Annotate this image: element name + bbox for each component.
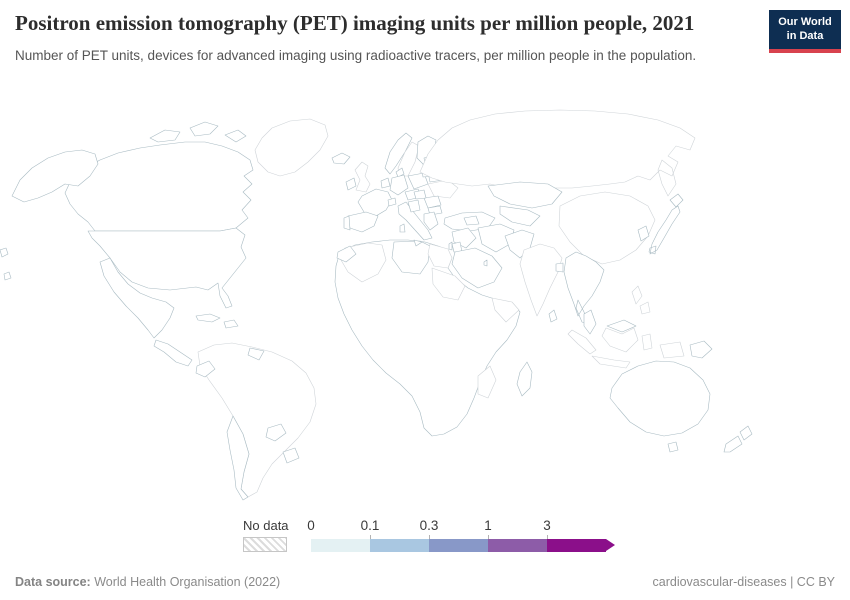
country-russia[interactable] (419, 109, 696, 197)
country-malaysia-borneo[interactable] (606, 319, 637, 333)
country-greece[interactable] (423, 211, 439, 231)
owid-logo[interactable]: Our World in Data (769, 10, 841, 53)
country-germany[interactable] (389, 174, 409, 196)
data-source: Data source: World Health Organisation (… (15, 575, 280, 589)
country-malaysia[interactable] (583, 309, 597, 335)
country-indonesia[interactable] (567, 327, 685, 369)
world-map (0, 105, 850, 505)
country-new-zealand[interactable] (723, 425, 753, 453)
country-papua-new-guinea[interactable] (689, 340, 713, 359)
country-cuba[interactable] (195, 313, 221, 323)
country-canada[interactable] (64, 121, 254, 232)
country-portugal[interactable] (343, 215, 351, 231)
legend-no-data-swatch (243, 537, 287, 552)
country-kazakhstan[interactable] (487, 181, 563, 209)
country-philippines[interactable] (631, 285, 651, 315)
data-source-label: Data source: (15, 575, 91, 589)
country-israel[interactable] (448, 241, 453, 251)
country-chile[interactable] (226, 415, 250, 501)
country-qatar[interactable] (483, 259, 488, 267)
country-hungary-slovakia[interactable] (413, 189, 427, 200)
country-united-kingdom[interactable] (354, 161, 371, 193)
legend-bin-4[interactable] (547, 539, 606, 552)
country-morocco[interactable] (336, 245, 357, 263)
country-central-america[interactable] (153, 339, 193, 367)
legend-tick-label-1: 0.1 (360, 518, 380, 533)
country-paraguay[interactable] (265, 423, 287, 442)
country-alaska[interactable] (0, 149, 99, 258)
country-china-mongolia[interactable] (558, 191, 656, 265)
country-iceland[interactable] (331, 152, 351, 165)
country-guyana[interactable] (247, 347, 265, 361)
country-arabian-peninsula[interactable] (451, 247, 503, 289)
country-madagascar[interactable] (516, 361, 533, 397)
legend-bin-2[interactable] (429, 539, 488, 552)
country-united-states[interactable] (87, 227, 247, 309)
legend-bin-3[interactable] (488, 539, 547, 552)
country-japan[interactable] (648, 193, 684, 255)
country-spain[interactable] (347, 211, 379, 233)
legend-tick-label-2: 0.3 (419, 518, 439, 533)
country-western-balkans[interactable] (407, 199, 421, 213)
legend-color-bar (311, 539, 615, 552)
choropleth-svg (0, 109, 753, 501)
chart-subtitle: Number of PET units, devices for advance… (15, 47, 697, 63)
country-switzerland[interactable] (387, 197, 397, 207)
chart-title: Positron emission tomography (PET) imagi… (15, 11, 695, 35)
country-sri-lanka[interactable] (548, 309, 558, 323)
country-denmark[interactable] (395, 167, 405, 178)
chart-header: Positron emission tomography (PET) imagi… (15, 10, 705, 65)
legend-labels: 0 0.1 0.3 1 3 (307, 518, 607, 535)
legend-no-data-label: No data (243, 518, 289, 533)
country-mexico[interactable] (99, 257, 175, 339)
legend-bin-1[interactable] (370, 539, 429, 552)
country-ireland[interactable] (345, 177, 357, 191)
legend-tick-label-0: 0 (307, 518, 315, 533)
country-benelux[interactable] (380, 177, 391, 189)
country-azerbaijan[interactable] (463, 215, 480, 226)
country-italy[interactable] (397, 201, 433, 247)
country-hispaniola[interactable] (223, 319, 239, 329)
country-mainland-southeast-asia[interactable] (563, 251, 605, 325)
country-australia[interactable] (609, 360, 711, 453)
country-south-america[interactable] (197, 342, 317, 498)
country-greenland[interactable] (254, 118, 329, 177)
country-jordan[interactable] (451, 241, 463, 253)
legend-bin-0[interactable] (311, 539, 370, 552)
country-south-korea[interactable] (637, 225, 650, 242)
legend-no-data[interactable]: No data (243, 518, 289, 552)
country-mozambique[interactable] (477, 365, 497, 399)
country-hawaii[interactable] (3, 271, 12, 281)
legend-arrow-tip (606, 539, 615, 551)
country-sudan[interactable] (431, 267, 466, 301)
owid-logo-line1: Our World (778, 16, 832, 28)
legend-tick-label-4: 3 (543, 518, 551, 533)
country-ecuador[interactable] (195, 360, 216, 378)
country-uruguay[interactable] (282, 447, 300, 464)
data-source-text: World Health Organisation (2022) (90, 575, 281, 589)
legend-tick-label-3: 1 (484, 518, 492, 533)
country-egypt[interactable] (427, 243, 453, 269)
footer-right-link[interactable]: cardiovascular-diseases | CC BY (652, 575, 835, 589)
country-france[interactable] (357, 188, 393, 217)
owid-logo-line2: in Data (786, 29, 824, 42)
country-bangladesh[interactable] (555, 262, 564, 273)
country-india[interactable] (519, 243, 563, 317)
country-central-asia[interactable] (499, 205, 541, 227)
legend-bar-group: 0 0.1 0.3 1 3 (307, 518, 615, 552)
country-romania[interactable] (423, 195, 442, 209)
legend-ticks (311, 535, 607, 539)
country-norway[interactable] (384, 132, 413, 175)
chart-footer: Data source: World Health Organisation (… (0, 575, 850, 589)
country-somalia[interactable] (491, 297, 520, 323)
